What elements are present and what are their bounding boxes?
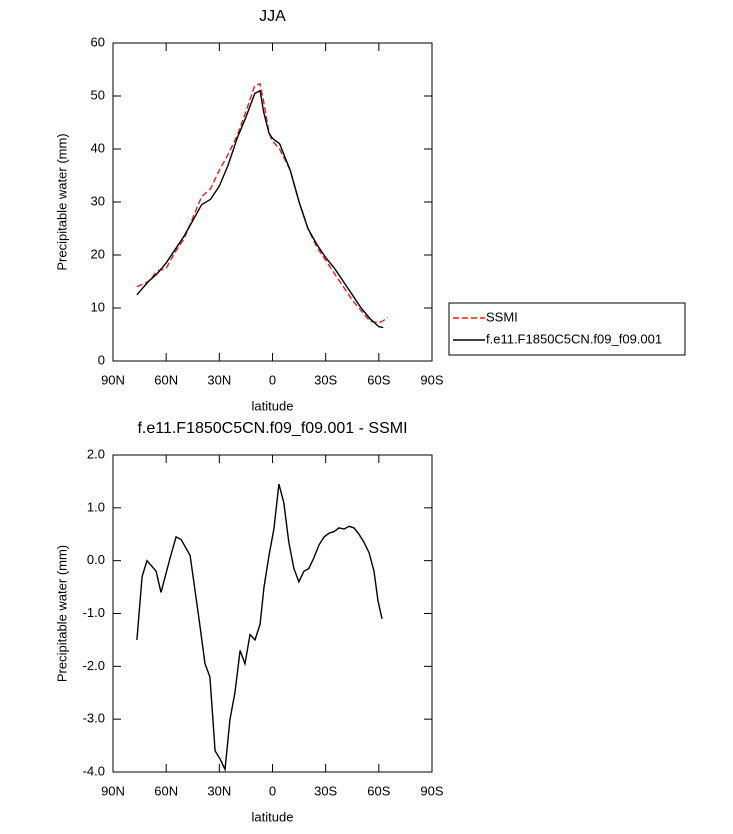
- plot-frame: [112, 42, 433, 362]
- plot-frame: [112, 454, 433, 773]
- x-tick-label: 30S: [314, 783, 337, 798]
- x-tick-label: 90N: [101, 372, 125, 387]
- data-line: [136, 82, 389, 324]
- y-tick-label: -3.0: [83, 711, 105, 726]
- x-tick-label: 60N: [154, 372, 178, 387]
- x-tick-label: 60S: [367, 372, 390, 387]
- legend-label: f.e11.F1850C5CN.f09_f09.001: [486, 331, 662, 346]
- y-tick-label: 60: [91, 34, 105, 49]
- y-tick-label: 20: [91, 246, 105, 261]
- x-tick-label: 90S: [420, 783, 443, 798]
- y-tick-label: 0: [98, 352, 105, 367]
- x-axis-label: latitude: [252, 809, 294, 824]
- y-tick-label: -2.0: [83, 658, 105, 673]
- x-tick-label: 90S: [420, 372, 443, 387]
- x-tick-label: 0: [269, 783, 276, 798]
- y-axis-label: Precipitable water (mm): [54, 545, 69, 682]
- y-axis-label: Precipitable water (mm): [54, 133, 69, 270]
- chart-title: JJA: [259, 8, 286, 25]
- x-tick-label: 60N: [154, 783, 178, 798]
- data-line: [136, 483, 383, 772]
- x-tick-label: 30N: [207, 783, 231, 798]
- data-line: [136, 89, 384, 329]
- y-tick-label: 40: [91, 140, 105, 155]
- y-tick-label: 50: [91, 87, 105, 102]
- y-tick-label: 2.0: [87, 446, 105, 461]
- y-tick-label: 30: [91, 193, 105, 208]
- legend-label: SSMI: [486, 309, 518, 324]
- y-tick-label: 10: [91, 299, 105, 314]
- y-tick-label: -1.0: [83, 605, 105, 620]
- x-tick-label: 30N: [207, 372, 231, 387]
- x-axis-label: latitude: [252, 398, 294, 413]
- legend-box: [448, 302, 686, 356]
- x-tick-label: 30S: [314, 372, 337, 387]
- y-tick-label: 0.0: [87, 552, 105, 567]
- y-tick-label: -4.0: [83, 763, 105, 778]
- x-tick-label: 0: [269, 372, 276, 387]
- x-tick-label: 60S: [367, 783, 390, 798]
- x-tick-label: 90N: [101, 783, 125, 798]
- chart-title: f.e11.F1850C5CN.f09_f09.001 - SSMI: [137, 420, 407, 437]
- y-tick-label: 1.0: [87, 499, 105, 514]
